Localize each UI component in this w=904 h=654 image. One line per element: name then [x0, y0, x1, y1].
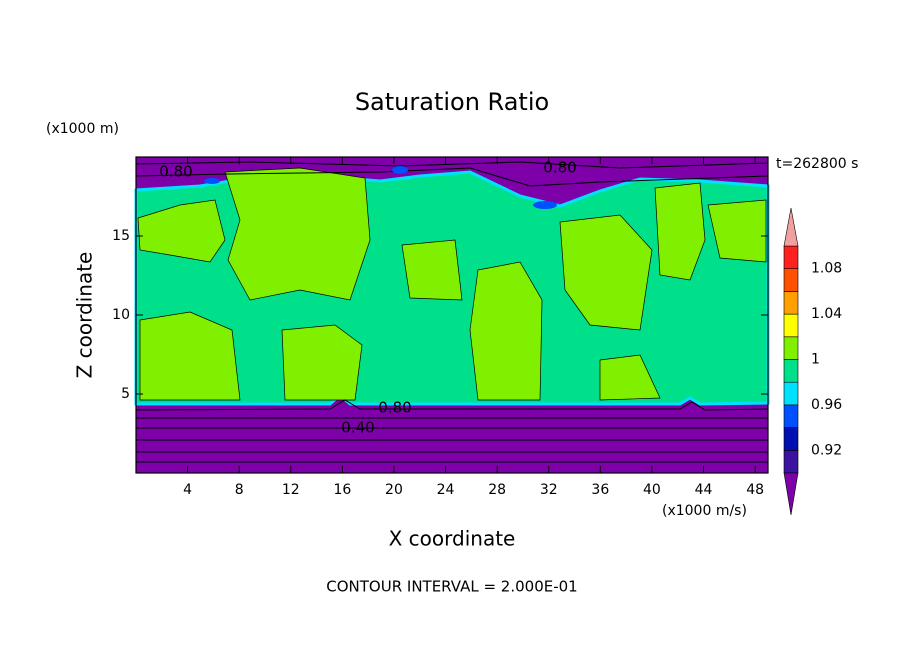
- colorbar-box: [783, 359, 799, 383]
- y-tick-label: 5: [121, 386, 130, 402]
- colorbar-box: [783, 404, 799, 428]
- x-tick-label: 32: [540, 482, 558, 498]
- colorbar-under: [783, 472, 799, 516]
- colorbar-tick-label: 0.92: [811, 442, 842, 458]
- y-axis-label: Z coordinate: [73, 252, 97, 379]
- x-tick-label: 12: [282, 482, 300, 498]
- y-tick-label: 15: [112, 228, 130, 244]
- colorbar-box: [783, 336, 799, 360]
- x-tick-label: 24: [437, 482, 455, 498]
- x-tick-label: 8: [235, 482, 244, 498]
- x-unit: (x1000 m/s): [662, 503, 747, 519]
- x-tick-label: 48: [746, 482, 764, 498]
- chart-title: Saturation Ratio: [355, 88, 549, 116]
- colorbar-box: [783, 291, 799, 315]
- colorbar-tick-label: 1.08: [811, 261, 842, 277]
- x-tick-label: 20: [385, 482, 403, 498]
- colorbar-box: [783, 245, 799, 270]
- field-region: [137, 167, 767, 401]
- contour-label: 0.80: [378, 399, 411, 417]
- colorbar-box: [783, 268, 799, 292]
- time-label: t=262800 s: [776, 156, 858, 172]
- x-tick-label: 4: [183, 482, 192, 498]
- colorbar-box: [783, 381, 799, 406]
- colorbar-tick-label: 1.04: [811, 306, 842, 322]
- colorbar-tick-label: 0.96: [811, 397, 842, 413]
- colorbar-tick-label: 1: [811, 352, 820, 368]
- contour-line: [135, 161, 769, 463]
- colorbar-box: [783, 313, 799, 338]
- colorbar-box: [783, 449, 799, 474]
- contour-label: 0.80: [159, 163, 192, 181]
- contour-label: 0.40: [341, 419, 374, 437]
- x-tick-label: 36: [591, 482, 609, 498]
- colorbar-box: [783, 427, 799, 451]
- field-region: [204, 166, 557, 209]
- y-unit: (x1000 m): [46, 121, 119, 137]
- x-tick-label: 28: [488, 482, 506, 498]
- x-tick-label: 40: [643, 482, 661, 498]
- contour-label: 0.80: [543, 159, 576, 177]
- footer: CONTOUR INTERVAL = 2.000E-01: [326, 578, 577, 596]
- contour-field: [134, 157, 770, 473]
- x-axis-label: X coordinate: [389, 527, 516, 551]
- x-tick-label: 16: [333, 482, 351, 498]
- colorbar-over: [783, 207, 799, 247]
- x-tick-label: 44: [695, 482, 713, 498]
- y-tick-label: 10: [112, 307, 130, 323]
